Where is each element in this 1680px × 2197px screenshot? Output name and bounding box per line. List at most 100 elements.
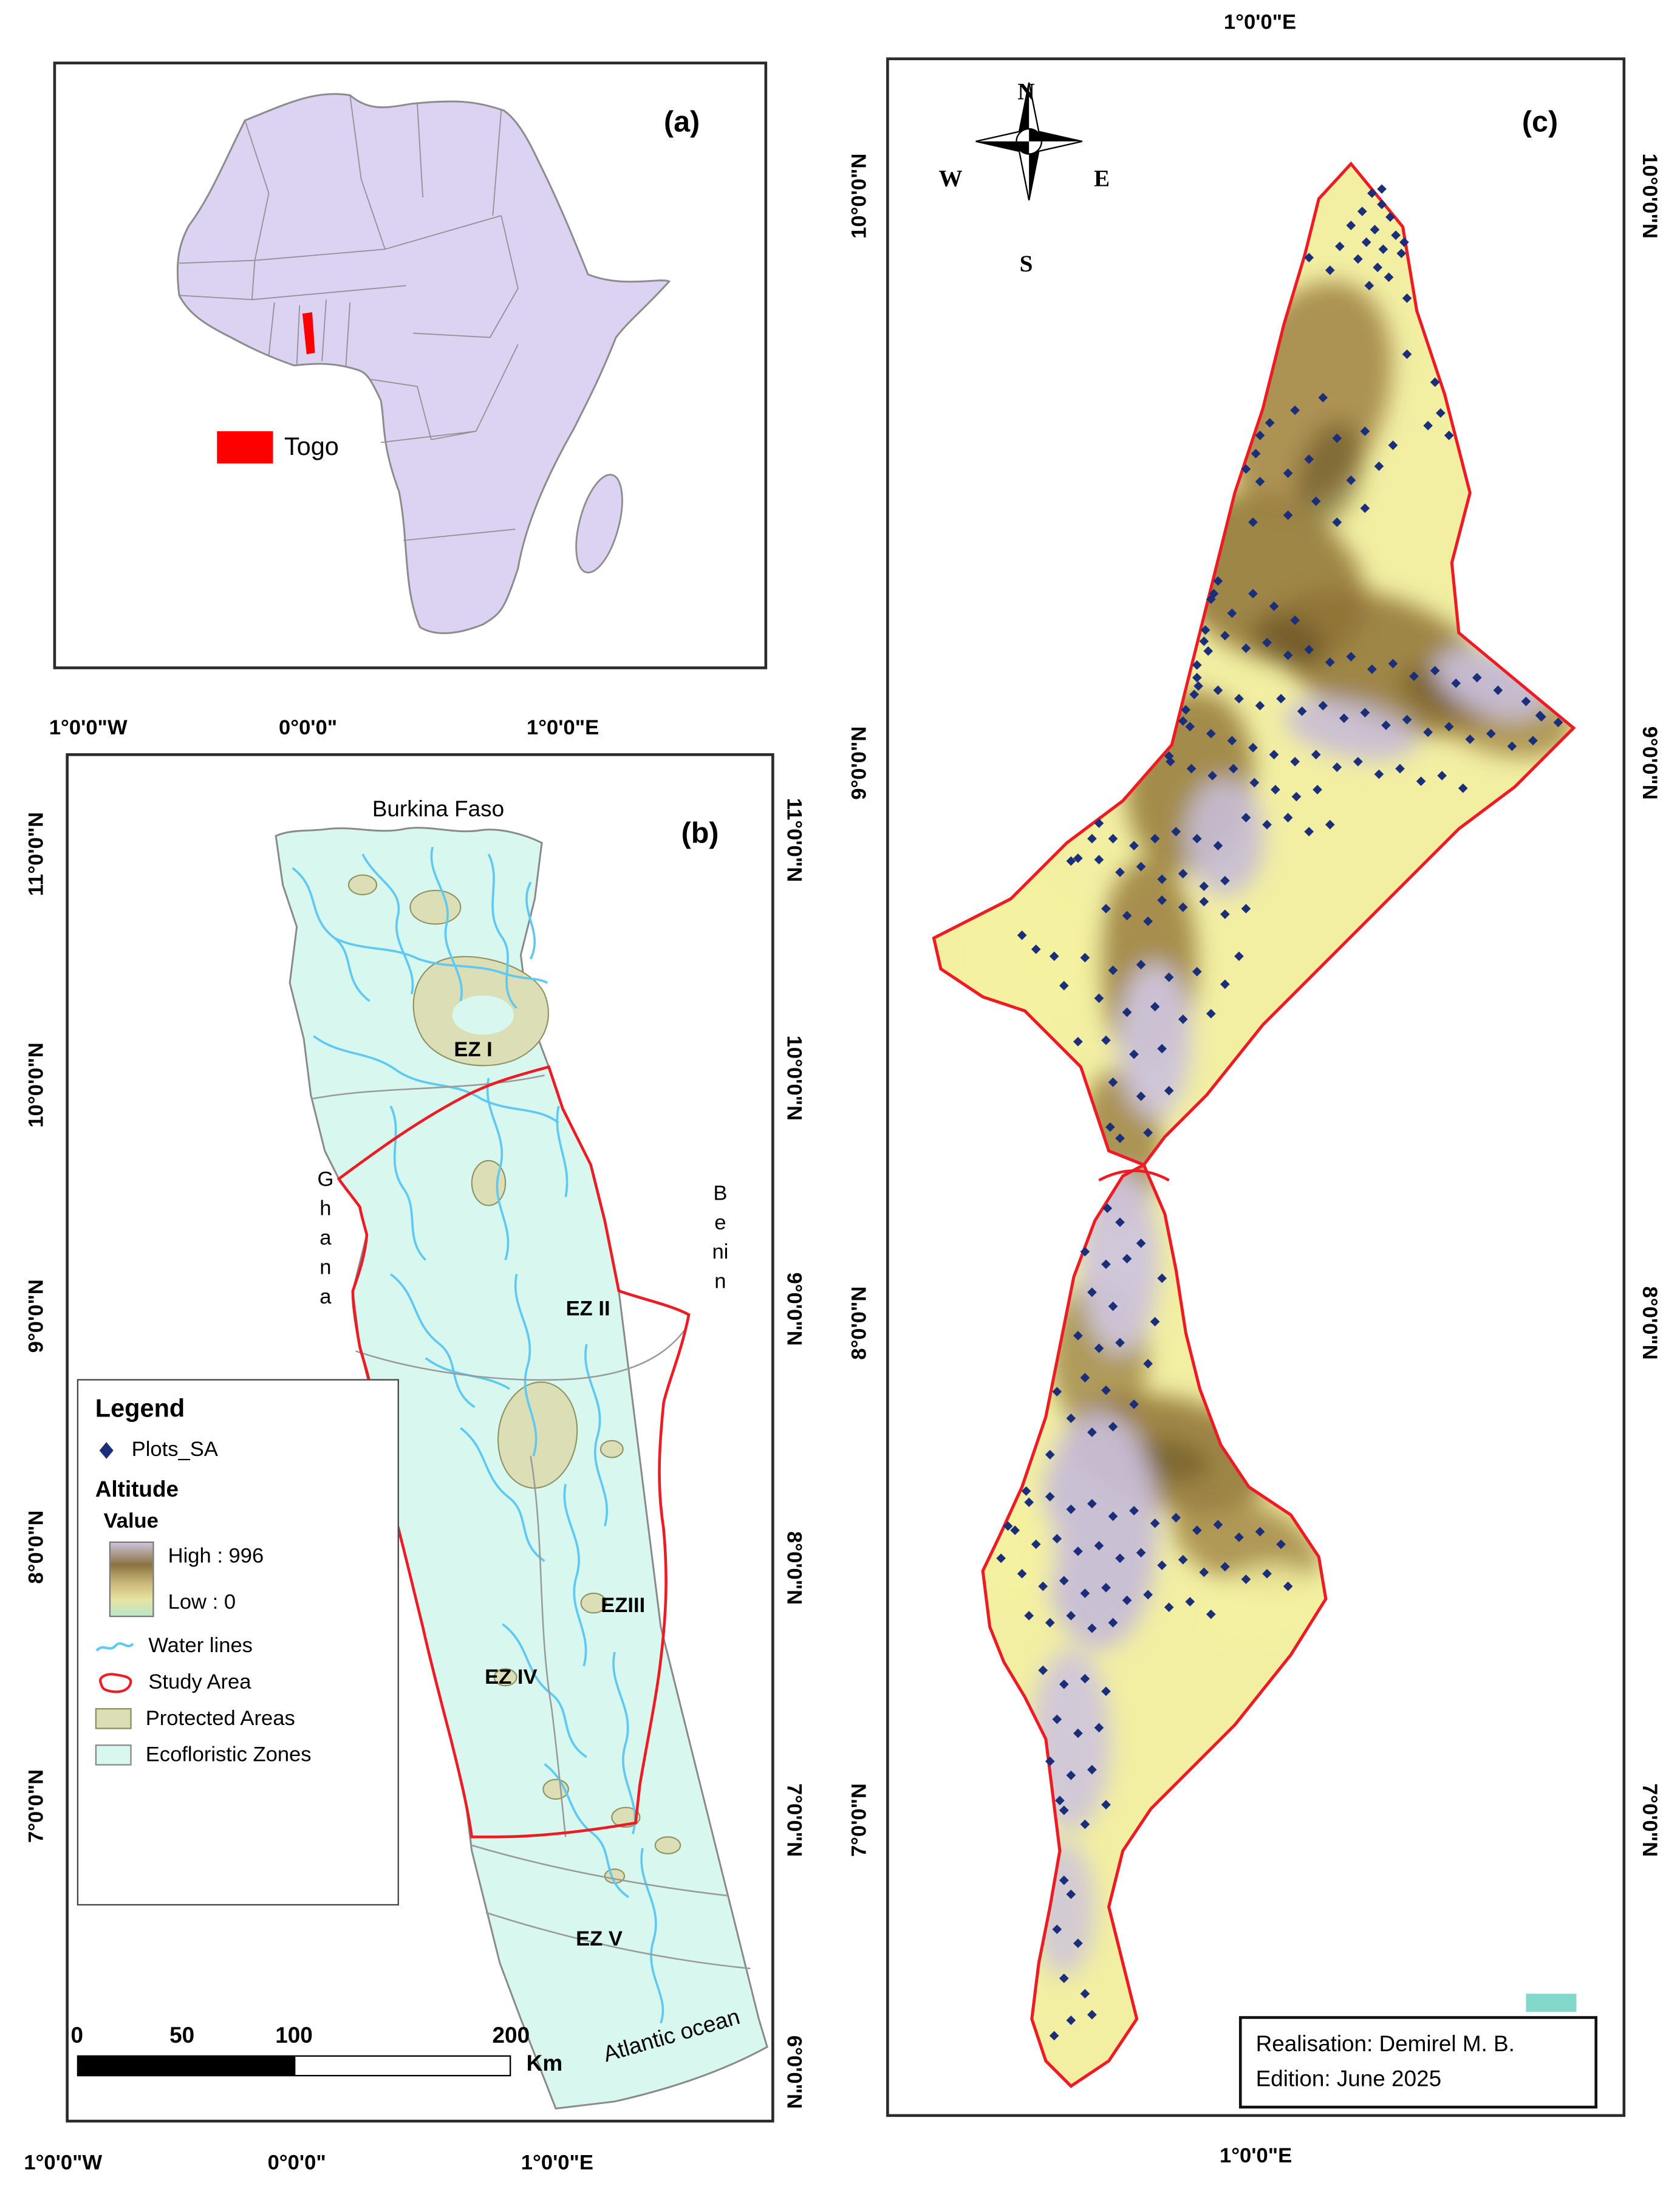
- plot-point: [1377, 184, 1387, 194]
- plot-point: [1381, 720, 1391, 730]
- plot-point: [1166, 757, 1175, 767]
- plot-point: [1115, 1217, 1125, 1228]
- togo-legend-label: Togo: [284, 432, 339, 461]
- ecofloristic-zones-swatch: [95, 1744, 132, 1766]
- plot-point: [1143, 1590, 1153, 1600]
- compass-e: E: [1093, 165, 1110, 192]
- plot-point: [1105, 1122, 1115, 1132]
- plot-point: [1087, 1765, 1097, 1775]
- credits-box: Realisation: Demirel M. B. Edition: June…: [1238, 2016, 1598, 2109]
- plot-point: [1087, 1498, 1097, 1509]
- plot-point: [1073, 1938, 1083, 1949]
- compass-w: W: [938, 165, 963, 192]
- protected-ring-hole: [452, 995, 514, 1035]
- plot-point: [1080, 1989, 1090, 1999]
- plot-point: [1213, 1520, 1223, 1529]
- b-axis-top-0: 1°0'0"W: [49, 716, 128, 740]
- label-burkina-faso: Burkina Faso: [372, 798, 505, 822]
- plot-point: [996, 1553, 1006, 1563]
- study-area-outline-c: [932, 161, 1576, 2088]
- plot-point: [1384, 272, 1394, 282]
- b-axis-bottom-0: 1°0'0"W: [24, 2151, 103, 2175]
- plot-point: [1108, 1421, 1118, 1432]
- plot-point: [1052, 1924, 1062, 1935]
- legend-eco-label: Ecofloristic Zones: [145, 1743, 312, 1767]
- plot-point: [1102, 1203, 1113, 1214]
- b-axis-right-3: 8°0'0"N: [782, 1531, 806, 1605]
- plot-point: [1361, 237, 1371, 247]
- scale-bar: [77, 2055, 511, 2077]
- plot-point: [1192, 660, 1202, 670]
- plot-point: [1374, 769, 1384, 779]
- scale-unit: Km: [526, 2052, 563, 2077]
- plot-point: [1227, 736, 1237, 746]
- scale-tick-0: 0: [70, 2024, 84, 2049]
- togo-legend-swatch: [217, 431, 273, 463]
- panel-a-label: (a): [663, 106, 700, 139]
- plot-point: [1010, 1525, 1020, 1536]
- plot-point: [1493, 685, 1503, 695]
- label-ez5: EZ V: [576, 1927, 623, 1952]
- plot-point: [1157, 1560, 1167, 1570]
- compass-s: S: [1019, 250, 1033, 278]
- madagascar-island: [575, 474, 623, 574]
- plot-point: [1178, 869, 1188, 879]
- scale-tick-50: 50: [169, 2024, 195, 2049]
- elevation-group: [934, 163, 1574, 2086]
- c-axis-left-0: 10°0'0"N: [847, 153, 872, 239]
- plot-point: [1021, 1486, 1031, 1496]
- b-axis-left-2: 9°0'0"N: [24, 1279, 49, 1353]
- teal-swatch: [1526, 1994, 1577, 2012]
- altitude-gradient-swatch: [109, 1541, 154, 1618]
- plot-point: [1430, 377, 1440, 388]
- plot-point: [1178, 1014, 1188, 1024]
- plot-point: [1045, 1450, 1055, 1460]
- c-axis-bottom: 1°0'0"E: [1219, 2144, 1292, 2168]
- plot-point: [1388, 440, 1398, 450]
- plot-point: [1265, 418, 1275, 428]
- plot-point: [1073, 1037, 1083, 1047]
- plot-point: [1080, 1588, 1090, 1598]
- plot-point: [1213, 576, 1223, 586]
- plot-point: [1017, 1568, 1027, 1579]
- plot-point: [1178, 1554, 1188, 1565]
- plot-point: [1200, 625, 1210, 635]
- plot-point: [1192, 1525, 1202, 1536]
- c-axis-top: 1°0'0"E: [1223, 10, 1297, 35]
- plot-point: [1304, 827, 1314, 837]
- plot-point: [1143, 1127, 1153, 1138]
- legend-water-label: Water lines: [148, 1633, 253, 1658]
- plot-point: [1059, 1973, 1069, 1983]
- b-axis-bottom-1: 0°0'0": [267, 2151, 326, 2175]
- plot-point: [1332, 517, 1342, 527]
- plot-point: [1143, 916, 1153, 926]
- legend-low-label: Low : 0: [168, 1590, 236, 1614]
- water-lines-group: [292, 847, 664, 2024]
- b-axis-right-5: 6°0'0"N: [782, 2035, 806, 2109]
- plot-point: [1185, 722, 1195, 732]
- plot-point: [1213, 841, 1223, 851]
- plot-point: [1059, 1679, 1069, 1689]
- ecozone-boundaries-group: [310, 1075, 751, 1970]
- plot-point: [1444, 722, 1454, 732]
- plot-point: [1528, 736, 1538, 746]
- plot-point: [1080, 1819, 1090, 1830]
- plot-point: [1150, 1519, 1160, 1528]
- legend-plots-label: Plots_SA: [131, 1438, 218, 1462]
- plot-point: [1209, 589, 1219, 599]
- c-axis-right-1: 9°0'0"N: [1637, 726, 1661, 800]
- plot-point: [1416, 776, 1426, 787]
- africa-continent: [176, 93, 671, 634]
- plot-point: [1108, 1077, 1118, 1087]
- plot-point: [1052, 1534, 1062, 1544]
- plot-point: [1080, 1673, 1090, 1684]
- plot-point: [1269, 750, 1279, 760]
- map-legend: Legend Plots_SA Altitude Value High : 99…: [77, 1379, 399, 1906]
- plot-point: [1262, 1568, 1272, 1579]
- plot-point: [1220, 909, 1230, 920]
- label-ez4: EZ IV: [485, 1665, 538, 1689]
- plot-point: [1038, 1666, 1048, 1675]
- africa-map-svg: [176, 93, 671, 634]
- plot-point: [1045, 1618, 1055, 1628]
